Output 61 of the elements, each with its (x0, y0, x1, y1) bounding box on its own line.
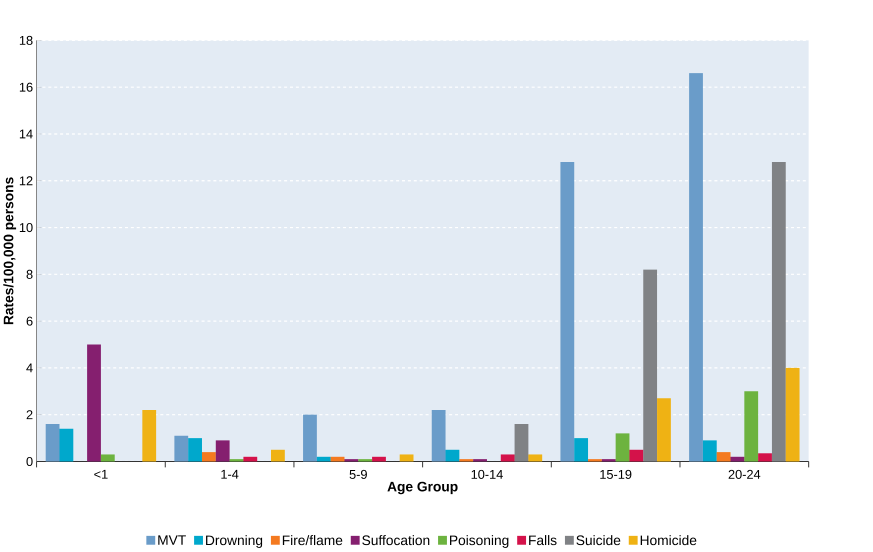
x-axis-title: Age Group (387, 482, 458, 494)
legend-label: Falls (529, 534, 557, 546)
y-tick-label: 2 (26, 410, 32, 420)
legend-label: Homicide (640, 534, 696, 546)
x-tick-label: 10-14 (472, 470, 503, 479)
bar (786, 368, 800, 462)
legend-label: Fire/flame (282, 534, 342, 546)
bar (772, 162, 786, 462)
bar (716, 452, 731, 462)
y-tick-label: 8 (26, 270, 33, 279)
bar (500, 454, 515, 462)
x-tick-label: <1 (94, 470, 108, 479)
y-tick-label: 16 (20, 82, 33, 92)
legend-label: Suffocation (362, 534, 430, 546)
x-tick-label: 20-24 (728, 470, 760, 479)
y-tick-label: 0 (26, 456, 33, 466)
bar (87, 344, 101, 462)
x-tick-label: 5-9 (350, 470, 367, 479)
bar (574, 438, 588, 462)
bar (60, 428, 74, 462)
bar (629, 450, 644, 462)
legend-label: Suicide (576, 534, 620, 546)
bar (372, 456, 386, 462)
bar (216, 440, 230, 462)
bar (744, 391, 758, 462)
bar (758, 453, 772, 462)
bar (303, 414, 317, 462)
bar (730, 456, 744, 462)
bar (316, 456, 331, 462)
y-tick-label: 6 (26, 316, 33, 326)
y-tick-label: 14 (20, 130, 33, 138)
bar (271, 450, 285, 462)
bar (528, 454, 542, 462)
bar (432, 410, 446, 462)
bar (643, 270, 658, 462)
x-tick-label: 15-19 (600, 470, 632, 479)
y-tick-label: 12 (20, 176, 32, 186)
bar (243, 456, 258, 462)
bar (46, 424, 60, 462)
x-tick-label: 1-4 (221, 470, 238, 479)
bar (514, 424, 528, 462)
y-tick-label: 10 (20, 222, 33, 232)
bar (446, 450, 460, 462)
bar (330, 456, 344, 462)
bar (560, 162, 574, 462)
bar (174, 436, 188, 462)
y-tick-label: 18 (20, 36, 33, 45)
legend-label: Drowning (206, 534, 262, 548)
legend-label: Poisoning (450, 534, 508, 548)
bar (202, 452, 216, 462)
bar (400, 454, 414, 462)
bar (689, 73, 703, 462)
legend-label: MVT (158, 535, 186, 545)
y-axis-title: Rates/100,000 persons (3, 177, 16, 324)
bar (702, 440, 717, 462)
bar (188, 438, 202, 462)
bar (142, 410, 156, 462)
y-tick-label: 4 (26, 363, 33, 372)
bar (657, 398, 671, 462)
bar (100, 454, 115, 462)
bar (616, 433, 630, 462)
